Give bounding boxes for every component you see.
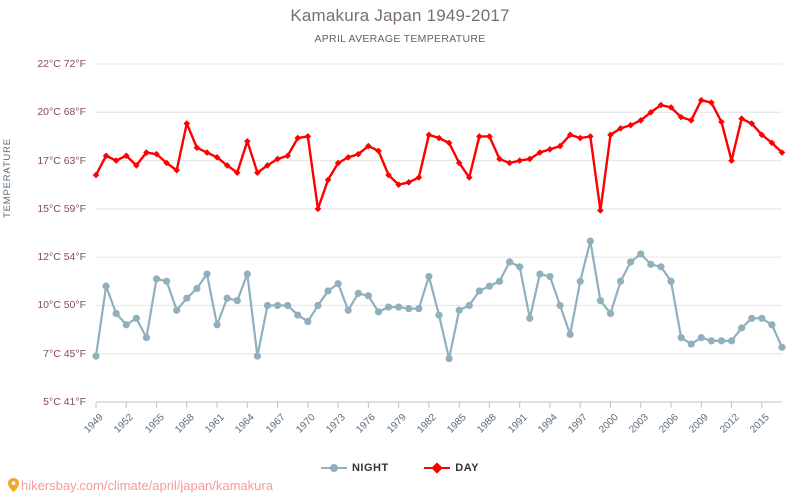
legend-label-night: NIGHT — [351, 462, 389, 475]
location-pin-icon — [8, 478, 19, 492]
source-footer[interactable]: hikersbay.com/climate/april/japan/kamaku… — [8, 478, 273, 493]
y-tick-label: 22°C 72°F — [37, 58, 86, 70]
series-night — [92, 237, 786, 363]
legend-marker-night-icon — [320, 463, 347, 473]
legend-label-day: DAY — [455, 462, 479, 475]
chart-subtitle: APRIL AVERAGE TEMPERATURE — [314, 33, 486, 45]
chart-title: Kamakura Japan 1949-2017 — [290, 6, 510, 25]
y-tick-label: 5°C 41°F — [43, 396, 86, 408]
axis-lines — [95, 401, 782, 408]
y-tick-label: 20°C 68°F — [37, 106, 86, 119]
y-tick-label: 15°C 59°F — [37, 202, 86, 215]
y-tick-label: 17°C 63°F — [37, 154, 86, 167]
y-tick-label: 10°C 50°F — [37, 299, 86, 312]
chart-legend: NIGHT DAY — [0, 462, 800, 474]
legend-item-night[interactable]: NIGHT — [320, 462, 389, 475]
series-day — [92, 96, 786, 214]
source-url: hikersbay.com/climate/april/japan/kamaku… — [21, 478, 273, 493]
y-tick-label: 7°C 45°F — [43, 347, 86, 360]
y-tick-label: 12°C 54°F — [37, 251, 86, 264]
legend-marker-day-icon — [424, 462, 451, 474]
legend-item-day[interactable]: DAY — [424, 462, 479, 474]
